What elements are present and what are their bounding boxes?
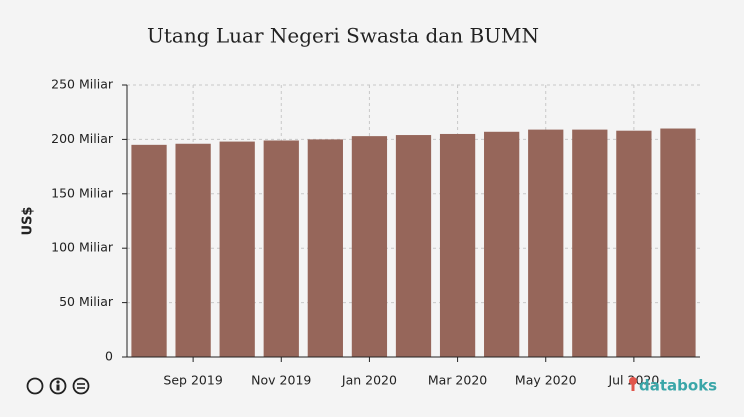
bar [616,130,652,357]
y-tick-label: 150 Miliar [51,185,114,200]
x-tick-label: Jan 2020 [341,373,397,388]
bar [528,129,564,357]
by-icon [49,377,67,395]
y-tick-label: 200 Miliar [51,131,114,146]
bar [351,136,388,357]
bar [175,143,211,357]
x-tick-label: Mar 2020 [428,373,487,388]
by-icon-head [56,380,60,384]
by-icon-body [56,384,60,391]
x-tick-label: Sep 2019 [163,373,222,388]
bar [439,133,476,357]
bar [131,144,167,357]
brand-logo: databoks [629,377,717,395]
y-tick-label: 100 Miliar [51,240,114,255]
license-icons [26,377,90,395]
nd-icon [72,377,90,395]
y-axis-label: US$ [21,207,36,236]
x-tick-label: Nov 2019 [251,373,311,388]
bar [307,139,343,357]
y-tick-label: 250 Miliar [51,77,114,92]
brand-icon-stem [631,383,635,391]
y-tick-label: 0 [105,349,113,364]
bar [263,140,299,357]
chart-title: Utang Luar Negeri Swasta dan BUMN [147,24,539,48]
bar [572,129,608,357]
bar [660,128,696,357]
bar [484,131,520,357]
brand-name: databoks [639,377,717,395]
y-tick-label: 50 Miliar [59,294,114,309]
brand-icon [629,377,637,385]
x-tick-label: May 2020 [515,373,577,388]
cc-icon [26,377,44,395]
bar [219,141,255,357]
bar [395,135,432,357]
